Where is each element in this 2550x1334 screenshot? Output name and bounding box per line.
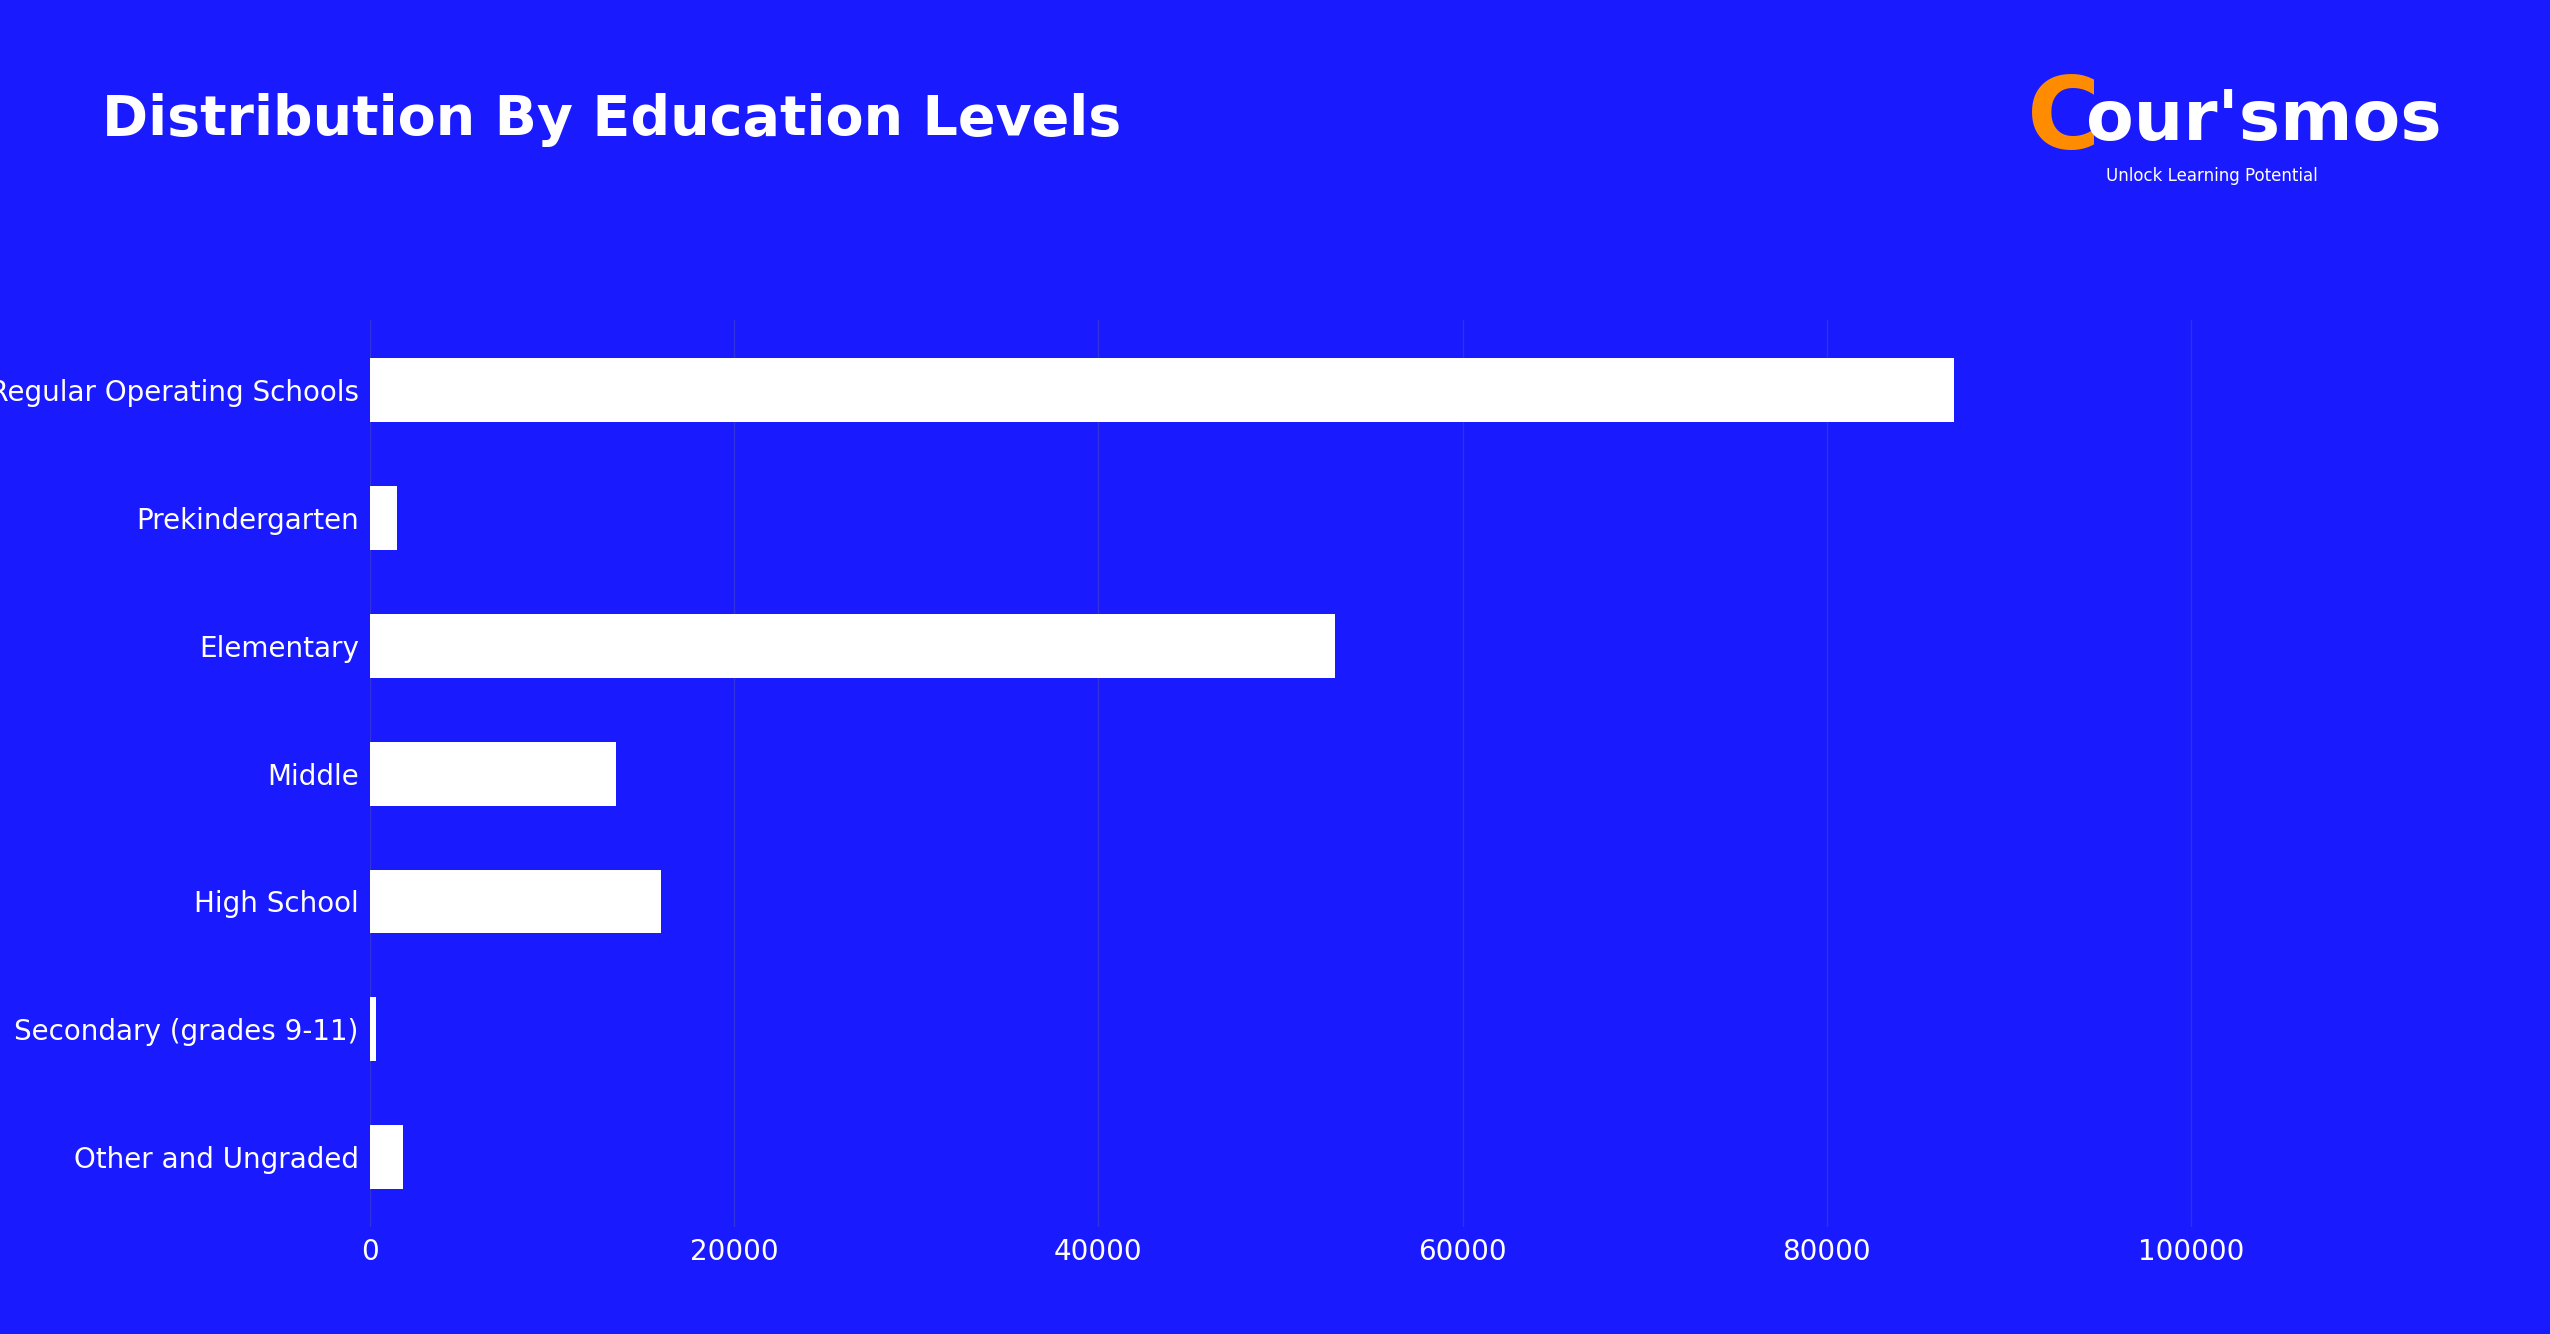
Text: Distribution By Education Levels: Distribution By Education Levels [102, 93, 1122, 147]
Text: our'smos: our'smos [2086, 87, 2440, 153]
Bar [370, 359, 1953, 423]
Text: C: C [2027, 73, 2101, 171]
Bar [370, 614, 1336, 678]
Bar [370, 487, 398, 550]
Bar [370, 742, 615, 806]
Text: Unlock Learning Potential: Unlock Learning Potential [2106, 167, 2318, 184]
Bar [370, 870, 660, 934]
Bar [370, 1125, 403, 1189]
Bar [370, 998, 377, 1061]
